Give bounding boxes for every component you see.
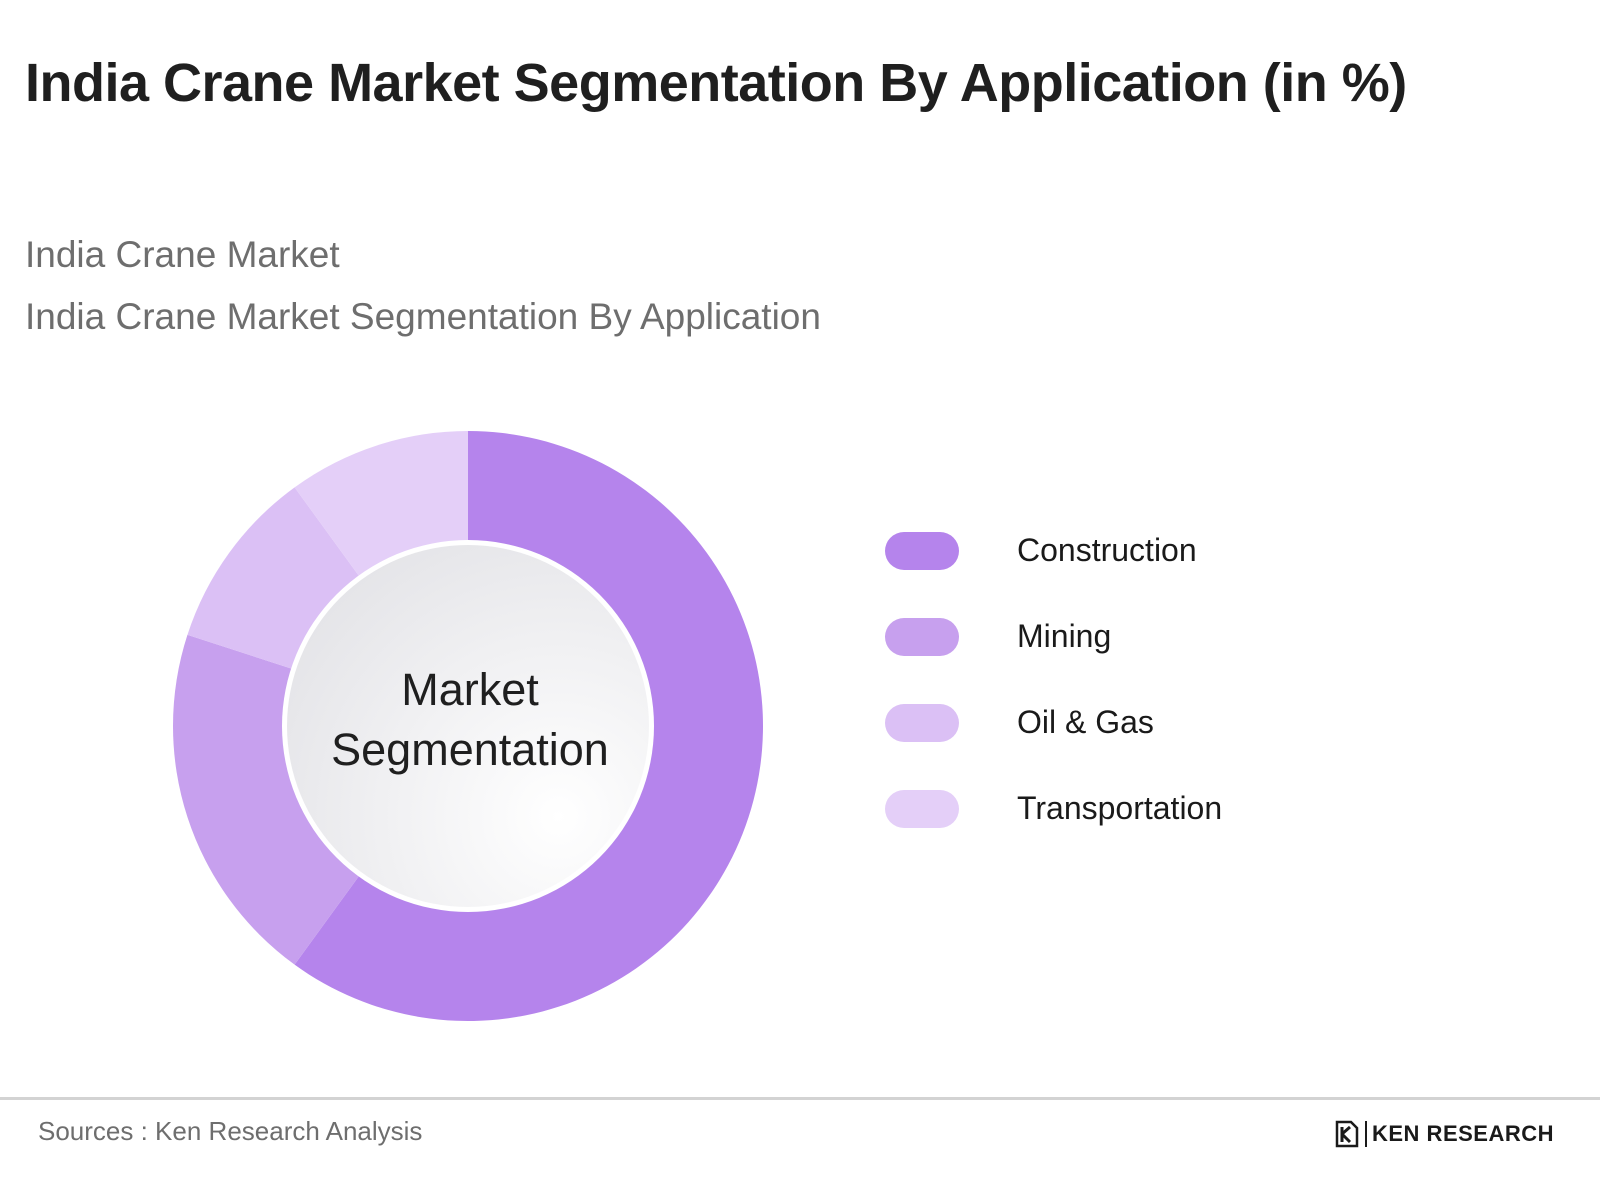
source-note: Sources : Ken Research Analysis: [38, 1116, 423, 1146]
legend-label-oil-gas: Oil & Gas: [1017, 704, 1154, 740]
legend-item-mining: Mining: [885, 616, 1485, 656]
legend-swatch-construction: [885, 532, 959, 570]
donut-chart: [172, 431, 763, 1021]
logo-separator: [1365, 1121, 1367, 1147]
chart-subtitle-market: India Crane Market: [25, 234, 340, 275]
chart-title: India Crane Market Segmentation By Appli…: [25, 53, 1407, 113]
legend-item-oil-gas: Oil & Gas: [885, 702, 1485, 742]
legend-label-construction: Construction: [1017, 532, 1197, 568]
legend-swatch-oil-gas: [885, 704, 959, 742]
footer-divider: [0, 1097, 1600, 1100]
logo-wordmark: KEN RESEARCH: [1372, 1121, 1555, 1146]
legend-swatch-mining: [885, 618, 959, 656]
legend-item-construction: Construction: [885, 530, 1485, 570]
center-label-line-1: Market: [401, 664, 539, 715]
legend-item-transportation: Transportation: [885, 788, 1485, 828]
donut-center-label: Market Segmentation: [290, 660, 650, 780]
legend-label-transportation: Transportation: [1017, 790, 1223, 826]
center-label-line-2: Segmentation: [331, 724, 609, 775]
legend-label-mining: Mining: [1017, 618, 1112, 654]
donut-center-disc: [287, 545, 649, 907]
ken-research-logo-mark-icon: [1335, 1120, 1359, 1148]
ken-research-logo: KEN RESEARCH: [1335, 1118, 1554, 1150]
chart-subtitle-segmentation: India Crane Market Segmentation By Appli…: [25, 296, 821, 337]
legend-swatch-transportation: [885, 790, 959, 828]
